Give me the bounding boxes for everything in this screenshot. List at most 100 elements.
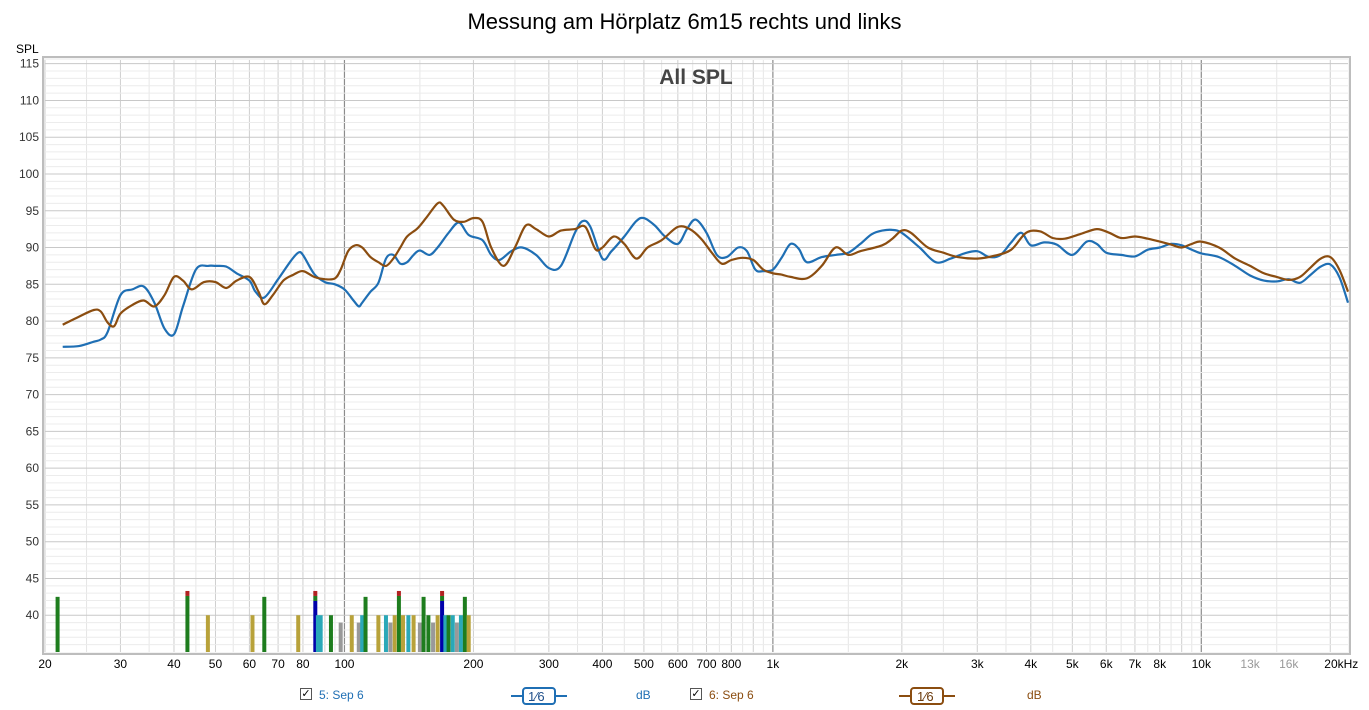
chart-bar-segment [250,615,255,652]
x-tick-label: 70 [271,657,285,671]
chart-bar-segment [462,596,467,652]
x-tick-label: 400 [592,657,612,671]
x-tick-label: 4k [1024,657,1038,671]
x-tick-label: 800 [721,657,741,671]
x-tick-label: 20 [38,657,52,671]
chart-bar-segment [360,615,365,652]
series-2-line-icon [899,687,955,705]
chart-bar-segment [417,622,422,652]
y-tick-label: 105 [19,130,39,144]
legend: ✓ 5: Sep 6 1⁄6 dB ✓ 6: Sep 6 1⁄6 dB [0,686,1369,706]
x-tick-label: 6k [1100,657,1114,671]
chart-bar-segment [205,615,210,652]
x-tick-label: 2k [896,657,910,671]
y-tick-label: 115 [20,57,39,71]
series-2-unit: dB [1027,688,1042,702]
y-tick-label: 80 [26,314,40,328]
chart-bar-segment [454,622,459,652]
series-1-label[interactable]: 5: Sep 6 [319,688,364,702]
x-tick-label: 7k [1129,657,1143,671]
chart-bar-segment [450,615,455,652]
chart-bar-segment [396,590,401,596]
x-tick-label: 700 [696,657,716,671]
x-tick-label: 600 [668,657,688,671]
chart-bar-segment [401,615,406,652]
chart-bar-segment [296,615,301,652]
chart-bar-segment [440,595,445,601]
x-tick-label: 20kHz [1324,657,1358,671]
chart-bar-segment [440,590,445,596]
y-tick-label: 65 [26,424,40,438]
x-tick-label: 3k [971,657,985,671]
x-tick-label: 5k [1066,657,1080,671]
chart-bar-segment [396,595,401,652]
y-tick-label: 110 [20,93,39,107]
chart-bar-segment [185,590,190,596]
series-1-smoothing[interactable]: 1⁄6 [528,689,545,704]
x-tick-label: 200 [463,657,483,671]
series-1-unit: dB [636,688,651,702]
series-1-line-icon [511,687,567,705]
checkmark-icon: ✓ [301,688,311,700]
chart-bar-segment [376,615,381,652]
y-tick-label: 55 [26,498,40,512]
x-tick-label: 8k [1153,657,1167,671]
chart-bar-segment [315,615,320,652]
x-tick-label: 50 [209,657,223,671]
y-tick-label: 40 [26,608,40,622]
chart-bar-segment [388,622,393,652]
x-tick-label: 13k [1240,657,1260,671]
y-tick-label: 75 [26,351,40,365]
y-tick-label: 70 [26,388,40,402]
series-2-label[interactable]: 6: Sep 6 [709,688,754,702]
series-line-2 [62,201,1350,328]
chart-bar-segment [349,615,354,652]
y-tick-label: 60 [26,461,40,475]
chart-bar-segment [338,622,343,652]
chart-bar-segment [421,596,426,652]
chart-bar-segment [318,615,323,652]
chart-bar-segment [411,615,416,652]
chart-bar-segment [55,596,60,652]
y-tick-label: 45 [26,571,40,585]
chart-bar-segment [392,615,397,652]
x-tick-label: 30 [114,657,128,671]
y-tick-label: 50 [26,535,40,549]
chart-bar-segment [262,596,267,652]
y-tick-label: 85 [26,277,40,291]
x-tick-label: 10k [1192,657,1212,671]
plot-area [45,60,1348,652]
series-line-1 [62,216,1350,348]
chart-bar-segment [328,615,333,652]
x-tick-label: 1k [767,657,781,671]
series-1-checkbox[interactable]: ✓ [300,688,312,700]
x-tick-label: 300 [539,657,559,671]
x-tick-label: 16k [1279,657,1299,671]
series-2-checkbox[interactable]: ✓ [690,688,702,700]
x-tick-label: 40 [167,657,181,671]
checkmark-icon: ✓ [691,688,701,700]
chart-title: Messung am Hörplatz 6m15 rechts und link… [467,9,902,34]
chart-bar-segment [458,615,463,652]
chart-bar-segment [426,615,431,652]
chart-bar-segment [446,615,451,652]
x-tick-label: 500 [634,657,654,671]
series-2-smoothing[interactable]: 1⁄6 [917,689,934,704]
chart-bar-segment [383,615,388,652]
y-tick-label: 95 [26,204,40,218]
chart-subtitle: All SPL [659,66,733,89]
chart-bar-segment [466,615,471,652]
chart-bar-segment [435,615,440,652]
chart-bar-segment [313,595,318,601]
chart-bar-segment [185,595,190,652]
chart-bar-segment [313,590,318,596]
y-tick-label: 100 [19,167,39,181]
chart-bar-segment [440,600,445,652]
x-tick-label: 60 [243,657,257,671]
chart-bar-segment [406,615,411,652]
chart-bar-segment [443,615,448,652]
chart-bar-segment [363,596,368,652]
chart-bar-segment [313,600,318,652]
y-axis-label: SPL [16,42,39,56]
